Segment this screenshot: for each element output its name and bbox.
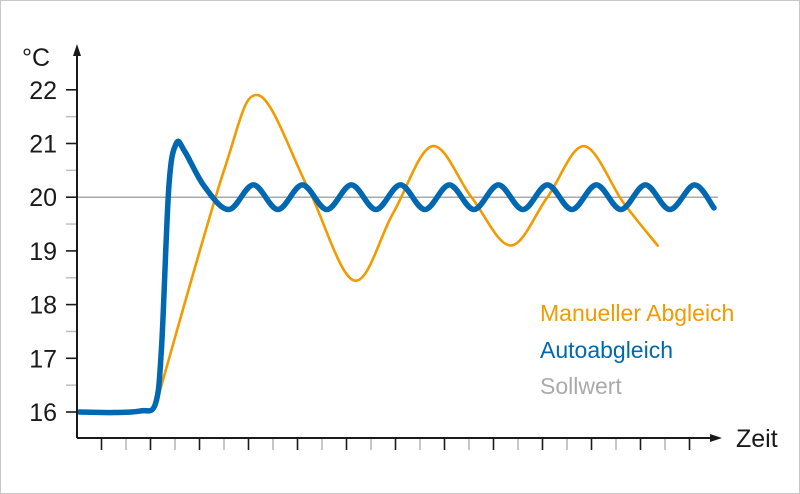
legend-setpoint: Sollwert <box>540 373 622 399</box>
y-tick-label: 22 <box>29 77 57 105</box>
legend-auto: Autoabgleich <box>540 337 673 363</box>
y-axis-arrow-icon <box>73 44 81 56</box>
y-axis-label: °C <box>22 44 50 72</box>
y-tick-label: 20 <box>29 184 57 212</box>
y-tick-label: 18 <box>29 292 57 320</box>
y-tick-label: 19 <box>29 238 57 266</box>
x-axis-label: Zeit <box>736 425 778 453</box>
x-axis-arrow-icon <box>710 434 722 442</box>
series-line-auto <box>76 138 717 416</box>
legend-manual: Manueller Abgleich <box>540 300 734 326</box>
y-tick-label: 16 <box>29 399 57 427</box>
y-tick-label: 21 <box>29 131 57 159</box>
y-tick-label: 17 <box>29 345 57 373</box>
